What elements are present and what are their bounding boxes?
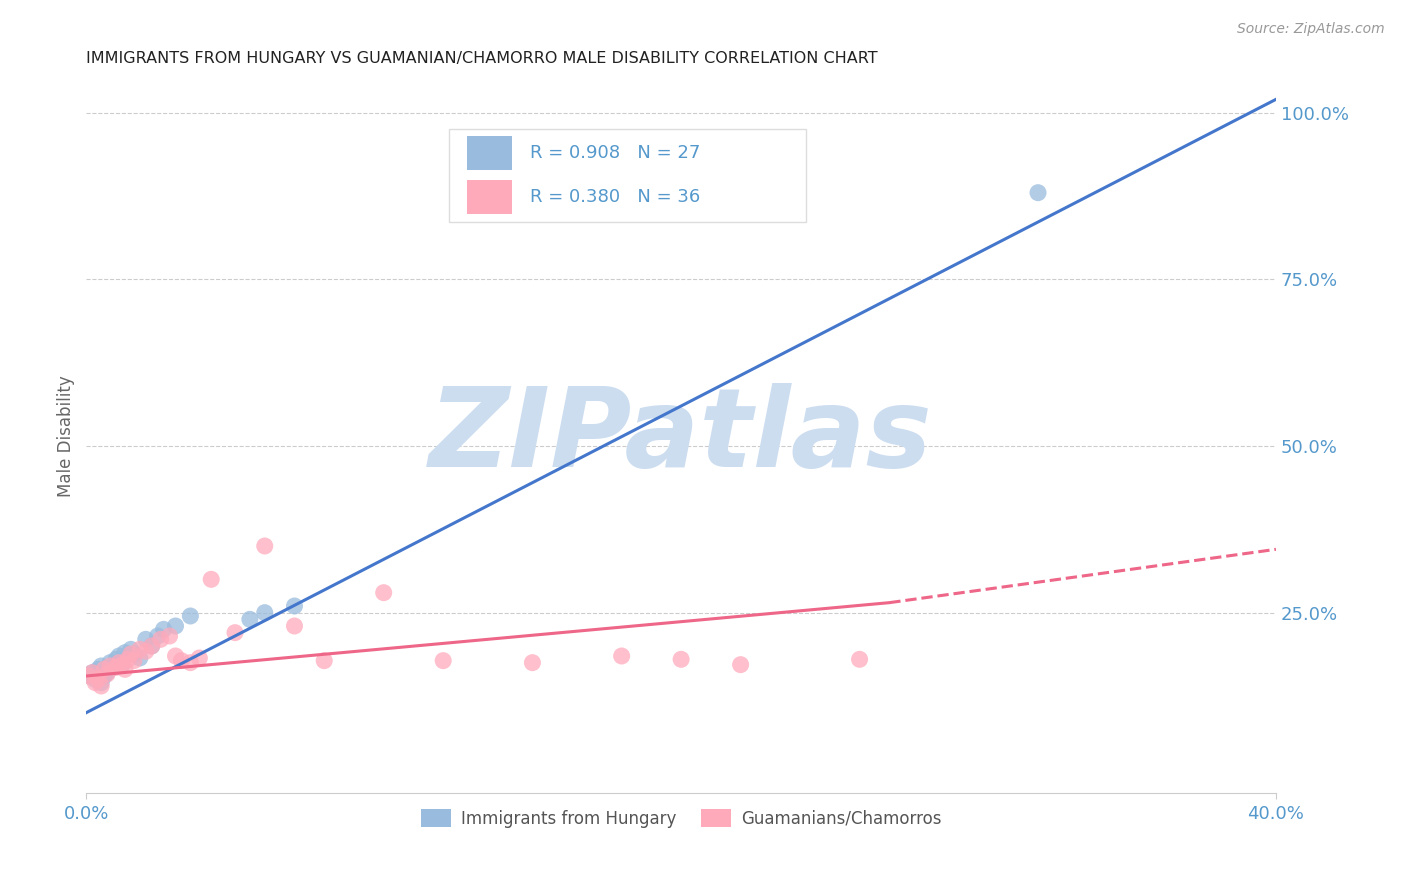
- Point: [141, 639, 163, 653]
- Point: [128, 651, 150, 665]
- Point: [146, 629, 169, 643]
- Point: [152, 623, 174, 637]
- Point: [77, 669, 100, 683]
- Point: [111, 657, 134, 672]
- Point: [84, 675, 107, 690]
- Bar: [467, 180, 512, 214]
- Point: [610, 648, 633, 663]
- Text: IMMIGRANTS FROM HUNGARY VS GUAMANIAN/CHAMORRO MALE DISABILITY CORRELATION CHART: IMMIGRANTS FROM HUNGARY VS GUAMANIAN/CHA…: [86, 51, 877, 66]
- Y-axis label: Male Disability: Male Disability: [58, 376, 75, 497]
- Point: [105, 660, 128, 674]
- Point: [669, 652, 692, 666]
- Point: [159, 629, 181, 643]
- Point: [165, 648, 187, 663]
- Point: [179, 609, 201, 624]
- Point: [141, 639, 163, 653]
- Point: [93, 662, 115, 676]
- Point: [87, 673, 110, 687]
- FancyBboxPatch shape: [449, 129, 806, 222]
- Point: [200, 572, 222, 586]
- Point: [111, 657, 134, 672]
- Point: [90, 675, 112, 690]
- Point: [90, 679, 112, 693]
- Point: [114, 646, 136, 660]
- Point: [224, 625, 246, 640]
- Point: [522, 656, 544, 670]
- Point: [165, 619, 187, 633]
- Point: [101, 660, 124, 674]
- Point: [84, 673, 107, 687]
- Point: [314, 654, 336, 668]
- Point: [373, 585, 395, 599]
- Point: [848, 652, 870, 666]
- Point: [135, 644, 157, 658]
- Point: [122, 654, 145, 668]
- Point: [87, 662, 110, 676]
- Point: [253, 539, 276, 553]
- Point: [117, 652, 139, 666]
- Point: [253, 606, 276, 620]
- Point: [188, 651, 211, 665]
- Point: [1026, 186, 1049, 200]
- Point: [114, 662, 136, 676]
- Text: R = 0.908   N = 27: R = 0.908 N = 27: [530, 144, 700, 161]
- Point: [90, 659, 112, 673]
- Point: [239, 612, 262, 626]
- Point: [98, 656, 121, 670]
- Point: [105, 652, 128, 666]
- Text: R = 0.380   N = 36: R = 0.380 N = 36: [530, 188, 700, 206]
- Point: [108, 656, 131, 670]
- Point: [283, 599, 305, 613]
- Point: [122, 647, 145, 661]
- Point: [96, 667, 118, 681]
- Point: [120, 647, 142, 661]
- Point: [82, 665, 104, 680]
- Point: [135, 632, 157, 647]
- Point: [128, 642, 150, 657]
- Bar: [467, 136, 512, 170]
- Point: [82, 665, 104, 680]
- Point: [179, 656, 201, 670]
- Point: [730, 657, 752, 672]
- Point: [120, 642, 142, 657]
- Point: [108, 648, 131, 663]
- Text: Source: ZipAtlas.com: Source: ZipAtlas.com: [1237, 22, 1385, 37]
- Point: [77, 669, 100, 683]
- Point: [96, 665, 118, 680]
- Point: [93, 669, 115, 683]
- Point: [432, 654, 454, 668]
- Point: [149, 632, 172, 647]
- Point: [98, 659, 121, 673]
- Text: ZIPatlas: ZIPatlas: [429, 383, 934, 490]
- Legend: Immigrants from Hungary, Guamanians/Chamorros: Immigrants from Hungary, Guamanians/Cham…: [413, 803, 948, 834]
- Point: [283, 619, 305, 633]
- Point: [170, 654, 193, 668]
